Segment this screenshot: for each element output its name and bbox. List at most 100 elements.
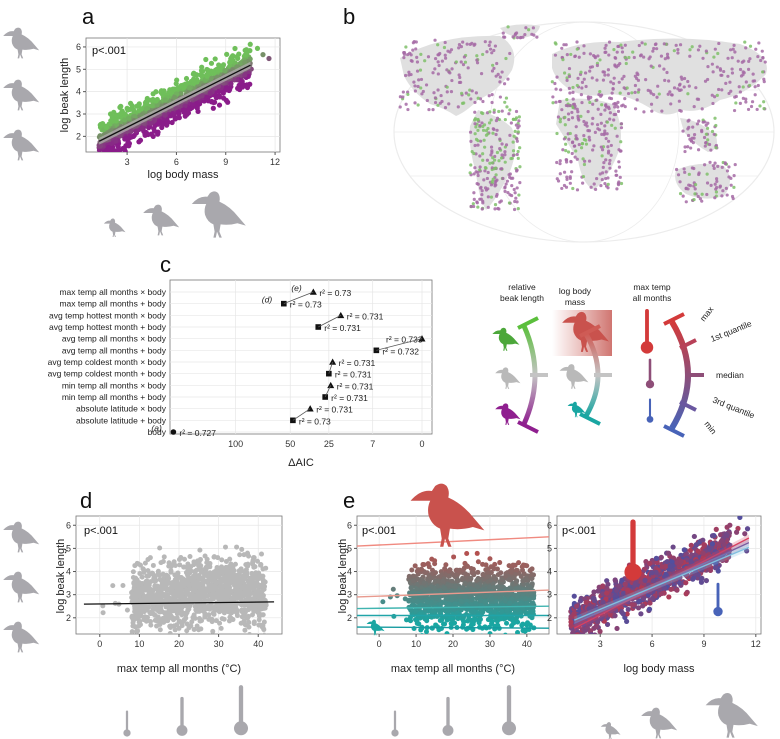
scatter-point bbox=[415, 598, 421, 604]
map-point bbox=[480, 189, 484, 193]
regression-lines-e-temp bbox=[357, 536, 549, 629]
map-point bbox=[666, 92, 670, 96]
map-point bbox=[523, 32, 527, 37]
ticks-c: 100 50 25 7 0 bbox=[228, 439, 424, 449]
map-point bbox=[720, 194, 724, 198]
map-point bbox=[473, 42, 477, 46]
scatter-point bbox=[528, 590, 534, 596]
scatter-point bbox=[456, 568, 462, 574]
map-point bbox=[713, 196, 717, 200]
map-point bbox=[570, 170, 574, 174]
map-point bbox=[490, 149, 494, 153]
map-point bbox=[729, 89, 733, 93]
map-point bbox=[485, 176, 489, 181]
map-point bbox=[443, 53, 447, 57]
map-point bbox=[700, 130, 704, 134]
map-point bbox=[492, 48, 496, 53]
map-point bbox=[447, 102, 451, 106]
map-point bbox=[571, 140, 575, 144]
scatter-point bbox=[175, 109, 181, 115]
map-point bbox=[587, 129, 592, 133]
scatter-point bbox=[480, 609, 486, 615]
map-point bbox=[568, 131, 572, 136]
map-point bbox=[601, 78, 606, 82]
map-point bbox=[657, 64, 662, 68]
scatter-point bbox=[130, 623, 136, 629]
map-point bbox=[726, 74, 730, 78]
map-point bbox=[743, 40, 747, 44]
legend-temp-title-2: all months bbox=[633, 293, 672, 303]
map-point bbox=[407, 73, 411, 77]
map-point bbox=[558, 117, 563, 121]
map-point bbox=[762, 107, 766, 111]
scatter-point bbox=[418, 594, 424, 600]
scatter-point bbox=[128, 128, 134, 134]
map-point bbox=[527, 28, 531, 32]
scatter-point bbox=[227, 580, 233, 586]
scatter-point bbox=[185, 110, 192, 116]
map-point bbox=[599, 183, 603, 188]
map-point bbox=[483, 40, 487, 44]
regression-line bbox=[357, 589, 549, 598]
map-point bbox=[498, 75, 502, 79]
map-point bbox=[406, 107, 410, 112]
map-point bbox=[639, 53, 643, 57]
r2-label: r² = 0.73 bbox=[290, 300, 322, 310]
map-point bbox=[744, 46, 748, 50]
thermometer-icon bbox=[391, 710, 399, 737]
map-point bbox=[506, 25, 510, 29]
map-point bbox=[498, 80, 502, 84]
scatter-point bbox=[210, 610, 216, 616]
map-point bbox=[440, 59, 444, 63]
map-point bbox=[615, 173, 619, 177]
map-point bbox=[698, 197, 702, 201]
map-point bbox=[416, 84, 420, 89]
scatter-point bbox=[252, 598, 258, 604]
scatter-point bbox=[480, 633, 484, 634]
scatter-point bbox=[178, 575, 184, 581]
scatter-point bbox=[513, 586, 519, 592]
scatter-point bbox=[171, 592, 177, 598]
map-point bbox=[596, 127, 600, 131]
map-point bbox=[501, 176, 505, 181]
map-point bbox=[509, 156, 513, 161]
map-point bbox=[511, 117, 516, 121]
scatter-point bbox=[491, 584, 497, 590]
map-point bbox=[670, 93, 674, 97]
map-point bbox=[607, 40, 612, 44]
map-point bbox=[442, 45, 447, 50]
map-point bbox=[407, 70, 411, 74]
map-point bbox=[753, 93, 757, 97]
map-point bbox=[595, 123, 600, 127]
map-point bbox=[757, 41, 761, 45]
map-point bbox=[611, 87, 615, 91]
scatter-point bbox=[441, 607, 447, 613]
map-point bbox=[475, 61, 480, 65]
scatter-point bbox=[130, 569, 136, 575]
map-point bbox=[513, 199, 517, 204]
scatter-point bbox=[226, 590, 232, 596]
map-point bbox=[653, 42, 658, 47]
map-point bbox=[588, 100, 592, 105]
map-point bbox=[490, 100, 494, 105]
row-label: avg temp hottest month × body bbox=[49, 310, 167, 320]
map-point bbox=[752, 79, 757, 83]
scatter-point bbox=[529, 571, 535, 577]
map-point bbox=[500, 109, 504, 113]
scatter-point bbox=[186, 583, 192, 589]
scatter-point bbox=[503, 632, 508, 634]
y-axis-label-a: log beak length bbox=[59, 58, 71, 133]
map-point bbox=[571, 186, 575, 191]
scatter-point bbox=[489, 618, 495, 624]
map-point bbox=[433, 96, 438, 100]
tick-label-x: 30 bbox=[485, 639, 495, 649]
map-point bbox=[678, 43, 683, 47]
map-point bbox=[742, 59, 746, 63]
map-point bbox=[494, 183, 498, 187]
scatter-point bbox=[198, 626, 204, 632]
map-point bbox=[762, 100, 766, 104]
regression-line bbox=[357, 536, 549, 547]
map-point bbox=[705, 126, 710, 130]
